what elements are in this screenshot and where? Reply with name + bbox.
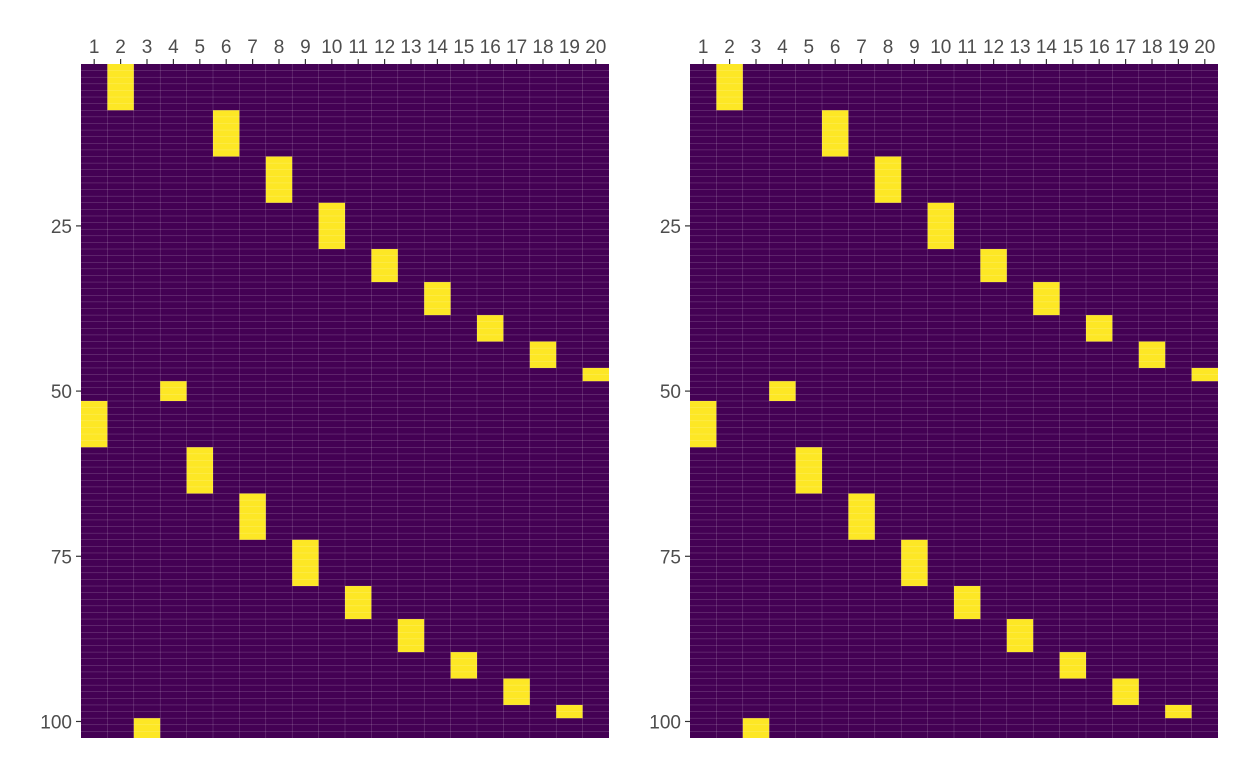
heatmap-cell-high bbox=[848, 493, 875, 540]
heatmap-cell-high bbox=[265, 156, 293, 203]
heatmap-cell-high bbox=[292, 539, 319, 587]
x-tick-label: 15 bbox=[1062, 37, 1083, 58]
x-tick-label: 19 bbox=[559, 37, 580, 58]
x-tick-label: 10 bbox=[930, 37, 951, 58]
heatmap-cell-high bbox=[980, 249, 1007, 283]
x-tick-label: 2 bbox=[115, 37, 126, 58]
x-tick-label: 18 bbox=[532, 37, 553, 58]
heatmap-cell-high bbox=[160, 381, 187, 401]
heatmap-cell-high bbox=[1191, 367, 1218, 382]
heatmap-cell-high bbox=[874, 156, 902, 203]
x-tick-label: 14 bbox=[1036, 37, 1058, 58]
heatmap-cell-high bbox=[529, 341, 557, 368]
x-tick-label: 16 bbox=[1089, 37, 1110, 58]
heatmap-cell-high bbox=[769, 381, 796, 401]
heatmap-cell-high bbox=[742, 718, 770, 738]
x-tick-label: 5 bbox=[804, 37, 815, 58]
heatmap-cell-high bbox=[795, 447, 822, 494]
x-tick-label: 11 bbox=[957, 37, 977, 58]
heatmap-cell-high bbox=[81, 401, 108, 448]
heatmap-cell-high bbox=[213, 110, 240, 157]
x-axis-top: 1 2 3 4 5 6 7 8 9 10 11 12 13 14 15 16 17 18 19 20 bbox=[698, 37, 1215, 64]
y-tick-label: 50 bbox=[51, 382, 72, 403]
heatmap-cell-high bbox=[1059, 652, 1086, 679]
heatmap-cell-high bbox=[1112, 678, 1139, 705]
y-tick-label: 25 bbox=[51, 217, 72, 238]
heatmap-cell-high bbox=[371, 249, 398, 283]
x-axis-top: 1 2 3 4 5 6 7 8 9 10 11 12 13 14 15 16 17 18 19 20 bbox=[89, 37, 606, 64]
heatmap-cell-high bbox=[450, 652, 477, 679]
x-tick-label: 13 bbox=[400, 37, 421, 58]
x-tick-label: 2 bbox=[724, 37, 735, 58]
x-tick-label: 11 bbox=[348, 37, 368, 58]
x-tick-label: 9 bbox=[909, 37, 920, 58]
heatmap-cell-high bbox=[556, 704, 583, 719]
x-tick-label: 3 bbox=[751, 37, 762, 58]
heatmap-cell-high bbox=[927, 202, 954, 250]
y-tick-label: 50 bbox=[660, 382, 681, 403]
heatmap-cell-high bbox=[954, 586, 981, 620]
heatmap-cell-high bbox=[345, 586, 372, 620]
x-tick-label: 4 bbox=[168, 37, 179, 58]
heatmap-cell-high bbox=[239, 493, 266, 540]
heatmap-cell-high bbox=[1086, 315, 1113, 342]
heatmap-cell-high bbox=[133, 718, 161, 738]
x-tick-label: 12 bbox=[374, 37, 395, 58]
x-tick-label: 5 bbox=[195, 37, 206, 58]
x-tick-label: 3 bbox=[142, 37, 153, 58]
x-tick-label: 10 bbox=[321, 37, 342, 58]
x-tick-label: 16 bbox=[480, 37, 501, 58]
heatmap-cell-high bbox=[1006, 619, 1034, 653]
x-tick-label: 14 bbox=[427, 37, 449, 58]
heatmap-cell-high bbox=[477, 315, 504, 342]
heatmap-grid bbox=[81, 64, 609, 738]
x-tick-label: 13 bbox=[1009, 37, 1030, 58]
heatmap-cell-high bbox=[424, 282, 451, 316]
heatmap-cell-high bbox=[186, 447, 213, 494]
heatmap-cell-high bbox=[397, 619, 425, 653]
x-tick-label: 17 bbox=[1115, 37, 1136, 58]
y-tick-label: 25 bbox=[660, 217, 681, 238]
x-tick-label: 6 bbox=[221, 37, 232, 58]
x-tick-label: 1 bbox=[89, 37, 100, 58]
x-tick-label: 8 bbox=[274, 37, 285, 58]
y-axis-left: 25 50 75 100 bbox=[40, 217, 81, 733]
x-tick-label: 12 bbox=[983, 37, 1004, 58]
y-tick-label: 100 bbox=[649, 712, 681, 733]
x-tick-label: 6 bbox=[830, 37, 841, 58]
heatmap-cell-high bbox=[716, 64, 743, 111]
x-tick-label: 20 bbox=[585, 37, 606, 58]
heatmap-cell-high bbox=[901, 539, 928, 587]
y-axis-left: 25 50 75 100 bbox=[649, 217, 690, 733]
heatmap-cell-high bbox=[318, 202, 345, 250]
x-tick-label: 9 bbox=[300, 37, 311, 58]
heatmap-cell-high bbox=[503, 678, 530, 705]
y-tick-label: 75 bbox=[660, 547, 681, 568]
x-tick-label: 20 bbox=[1194, 37, 1215, 58]
heatmap-cell-high bbox=[822, 110, 849, 157]
heatmap-cell-high bbox=[582, 367, 609, 382]
x-tick-label: 4 bbox=[777, 37, 788, 58]
y-tick-label: 100 bbox=[40, 712, 72, 733]
heatmap-cell-high bbox=[1138, 341, 1166, 368]
x-tick-label: 17 bbox=[506, 37, 527, 58]
heatmap-cell-high bbox=[107, 64, 134, 111]
heatmap-cell-high bbox=[1033, 282, 1060, 316]
heatmap-grid bbox=[690, 64, 1218, 738]
y-tick-label: 75 bbox=[51, 547, 72, 568]
x-tick-label: 7 bbox=[247, 37, 258, 58]
x-tick-label: 7 bbox=[856, 37, 867, 58]
x-tick-label: 15 bbox=[453, 37, 474, 58]
heatmap-cell-high bbox=[690, 401, 717, 448]
x-tick-label: 1 bbox=[698, 37, 709, 58]
x-tick-label: 18 bbox=[1141, 37, 1162, 58]
x-tick-label: 19 bbox=[1168, 37, 1189, 58]
heatmap-cell-high bbox=[1165, 704, 1192, 719]
x-tick-label: 8 bbox=[883, 37, 894, 58]
